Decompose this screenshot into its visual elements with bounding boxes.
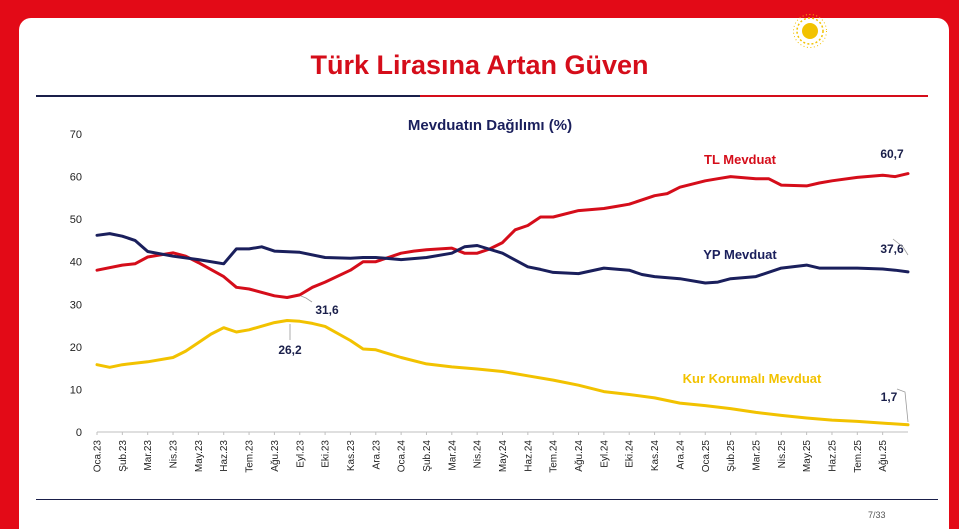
series-label-kur: Kur Korumalı Mevduat	[683, 371, 822, 386]
x-tick-label: May.25	[802, 440, 813, 472]
x-tick-label: Eki.23	[321, 440, 332, 468]
x-tick-label: Tem.25	[853, 440, 864, 473]
leader-line-kur	[896, 388, 909, 423]
kur-korumali-mevduat-line	[95, 319, 910, 427]
x-tick-label: May.24	[498, 440, 509, 472]
y-tick-label: 10	[70, 384, 82, 396]
title-divider-accent	[420, 95, 928, 97]
x-tick-label: Mar.24	[447, 440, 458, 471]
y-tick-label: 0	[76, 427, 82, 439]
x-tick-label: Ağu.24	[574, 440, 585, 472]
data-label-kur-last: 1,7	[881, 390, 898, 404]
page-number: 7/33	[868, 510, 886, 520]
logo-line-3: CUMHURBAŞKANI YARDIMCILIĞI	[834, 36, 932, 43]
y-tick-label: 70	[70, 129, 82, 141]
yp-mevduat-line	[95, 232, 910, 285]
x-tick-label: Nis.25	[777, 440, 788, 469]
x-tick-label: Haz.24	[523, 440, 534, 472]
data-label-tl-min: 31,6	[315, 303, 339, 317]
x-tick-label: Eki.24	[625, 440, 636, 468]
x-tick-label: Nis.23	[169, 440, 180, 469]
x-tick-label: Oca.24	[397, 440, 408, 473]
series-label-yp: YP Mevduat	[703, 247, 777, 262]
x-tick-label: Şub.23	[118, 440, 129, 472]
x-tick-label: Oca.23	[93, 440, 104, 473]
x-tick-label: Eyl.24	[599, 440, 610, 468]
x-tick-label: Ağu.25	[878, 440, 889, 472]
x-tick-label: Şub.25	[726, 440, 737, 472]
x-tick-label: Kas.24	[650, 440, 661, 472]
x-tick-label: Şub.24	[422, 440, 433, 472]
x-tick-label: Ara.23	[371, 440, 382, 470]
x-tick-label: Eyl.23	[295, 440, 306, 468]
data-label-kur-max: 26,2	[278, 343, 302, 357]
slide-card	[19, 18, 949, 529]
leader-line-tl-min	[300, 295, 313, 303]
footer-divider	[36, 499, 938, 500]
x-tick-label: Mar.25	[751, 440, 762, 471]
series-label-tl: TL Mevduat	[704, 152, 777, 167]
y-tick-label: 30	[70, 299, 82, 311]
chart-title: Mevduatın Dağılımı (%)	[408, 117, 572, 134]
data-label-yp-last: 37,6	[880, 242, 904, 256]
sun-emblem-icon	[793, 14, 827, 48]
x-tick-label: Ara.24	[675, 440, 686, 470]
y-tick-label: 40	[70, 257, 82, 269]
x-tick-label: Oca.25	[701, 440, 712, 473]
y-tick-label: 60	[70, 172, 82, 184]
x-tick-label: Ağu.23	[270, 440, 281, 472]
presidency-logo: TÜRKİYE CUMHURİYETİ CUMHURBAŞKANLIĞI CUM…	[792, 9, 952, 53]
x-tick-label: Haz.23	[219, 440, 230, 472]
page-title: Türk Lirasına Artan Güven	[310, 50, 649, 80]
x-tick-label: Mar.23	[143, 440, 154, 471]
x-tick-label: Nis.24	[473, 440, 484, 469]
leader-line-yp	[892, 238, 909, 256]
x-tick-label: Tem.24	[549, 440, 560, 473]
x-tick-label: Kas.23	[346, 440, 357, 472]
series-lines	[95, 172, 910, 427]
data-label-tl-last: 60,7	[880, 147, 904, 161]
x-tick-label: Tem.23	[245, 440, 256, 473]
x-tick-label: May.23	[194, 440, 205, 472]
logo-line-1: TÜRKİYE CUMHURİYETİ	[834, 18, 942, 28]
logo-line-2: CUMHURBAŞKANLIĞI	[834, 27, 932, 37]
y-tick-label: 20	[70, 342, 82, 354]
x-axis: Oca.23 Şub.23 Mar.23 Nis.23 May.23 Haz.23 Tem.…	[93, 431, 908, 473]
tl-mevduat-line	[95, 172, 910, 299]
x-tick-label: Haz.25	[827, 440, 838, 472]
y-tick-label: 50	[70, 214, 82, 226]
y-axis: 0 10 20 30 40 50 60 70	[70, 129, 82, 439]
